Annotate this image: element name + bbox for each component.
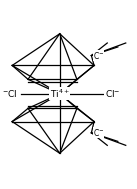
Text: C$^{-}$: C$^{-}$ [93,127,104,138]
Text: Ti$^{4+}$: Ti$^{4+}$ [50,88,70,100]
Text: Cl$^{-}$: Cl$^{-}$ [105,88,120,99]
Text: C$^{-}$: C$^{-}$ [93,50,104,61]
Text: $^{-}$Cl: $^{-}$Cl [2,88,17,99]
